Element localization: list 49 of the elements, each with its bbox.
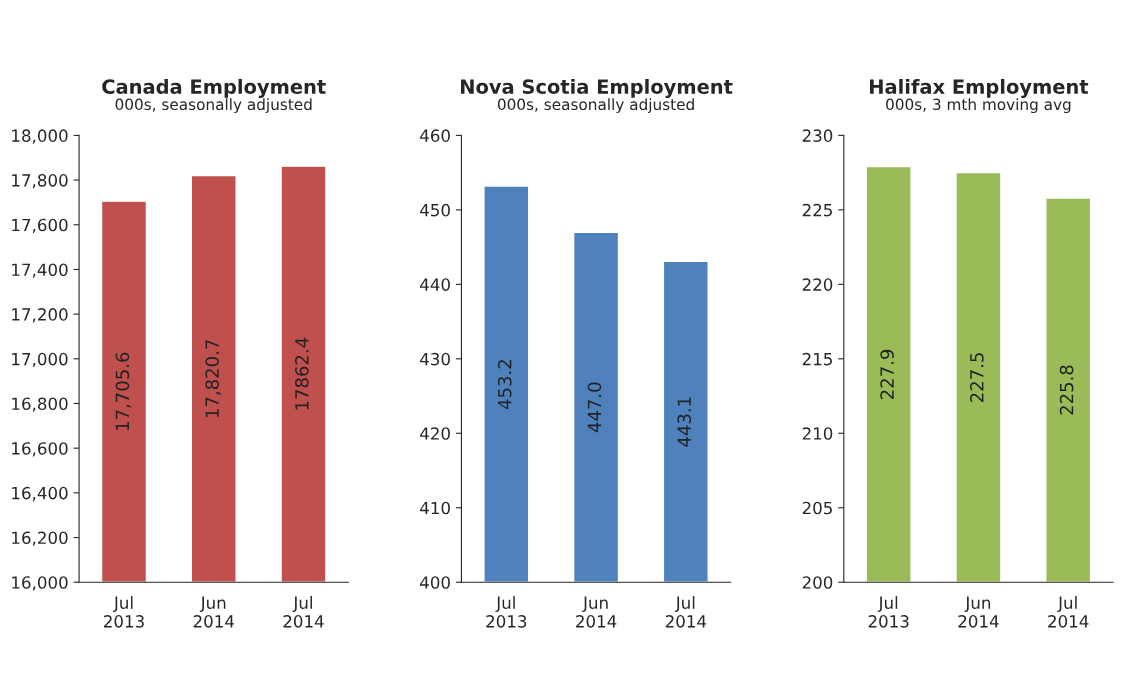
y-tick-label: 16,200 — [12, 531, 68, 546]
y-tick-label: 17,800 — [12, 174, 68, 189]
y-tick-label: 17,000 — [12, 352, 68, 368]
y-tick-label: 410 — [420, 501, 450, 515]
data-label: 453.2 — [497, 360, 512, 410]
y-tick-label: 225 — [802, 203, 832, 217]
x-tick-label: Jul 2014 — [283, 596, 324, 628]
data-label: 447.0 — [587, 382, 602, 433]
data-label: 17,820.7 — [205, 340, 221, 418]
y-tick-label: 16,600 — [12, 442, 68, 457]
x-tick-label: Jul 2013 — [486, 596, 527, 628]
y-tick-label: 205 — [802, 501, 832, 515]
y-tick-label: 220 — [802, 278, 833, 291]
chart-title: Halifax Employment — [870, 78, 1089, 98]
chart-title: Canada Employment — [102, 78, 326, 98]
y-tick-label: 210 — [802, 427, 833, 440]
y-tick-label: 17,200 — [12, 308, 68, 323]
data-label: 227.9 — [880, 349, 894, 399]
data-label: 443.1 — [677, 397, 692, 447]
data-label: 17862.4 — [295, 337, 309, 410]
y-tick-label: 17,400 — [12, 263, 68, 278]
y-tick-label: 16,000 — [12, 576, 68, 591]
chart-subtitle: 000s, seasonally adjusted — [115, 98, 312, 114]
y-tick-label: 430 — [420, 352, 450, 366]
y-tick-label: 16,400 — [12, 486, 68, 502]
data-label: 227.5 — [970, 353, 984, 402]
y-tick-label: 17,600 — [12, 218, 68, 234]
chart-subtitle: 000s, 3 mth moving avg — [886, 98, 1071, 114]
x-tick-label: Jun 2014 — [193, 596, 234, 628]
y-tick-label: 460 — [420, 129, 450, 142]
x-tick-label: Jul 2013 — [103, 596, 144, 628]
y-tick-label: 420 — [420, 427, 450, 440]
y-tick-label: 215 — [802, 352, 832, 366]
chart-subtitle: 000s, seasonally adjusted — [497, 98, 694, 114]
x-tick-label: Jun 2014 — [576, 596, 617, 628]
x-tick-label: Jun 2014 — [958, 596, 999, 628]
y-tick-label: 200 — [802, 576, 833, 589]
x-tick-label: Jul 2013 — [868, 596, 909, 628]
data-label: 225.8 — [1059, 365, 1074, 415]
y-tick-label: 450 — [420, 203, 450, 217]
y-tick-label: 400 — [420, 576, 450, 589]
y-tick-label: 18,000 — [12, 129, 68, 144]
x-tick-label: Jul 2014 — [1048, 596, 1089, 628]
data-label: 17,705.6 — [115, 352, 132, 430]
chart-title: Nova Scotia Employment — [461, 78, 733, 98]
y-tick-label: 16,800 — [12, 397, 68, 412]
y-tick-label: 440 — [420, 278, 450, 291]
y-tick-label: 230 — [802, 129, 833, 142]
x-tick-label: Jul 2014 — [665, 596, 707, 628]
